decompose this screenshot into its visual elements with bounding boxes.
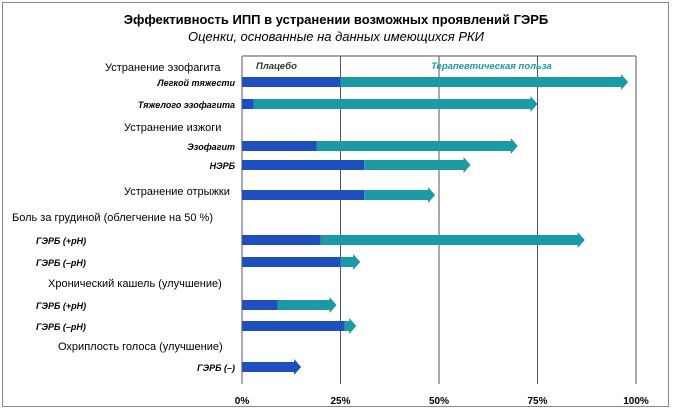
- chart-frame: [2, 2, 669, 407]
- bar-group: [242, 318, 357, 334]
- bar-label: ГЭРБ (+рН): [36, 236, 86, 246]
- legend-therapeutic: Терапевтическая польза: [431, 61, 552, 72]
- legend-placebo: Плацебо: [256, 61, 297, 72]
- placebo-bar: [242, 300, 278, 310]
- therapeutic-bar: [320, 232, 585, 248]
- bar-label: Эзофагит: [187, 142, 235, 152]
- chart-title: Эффективность ИПП в устранении возможных…: [124, 12, 549, 27]
- placebo-bar: [242, 77, 341, 87]
- group-label: Хронический кашель (улучшение): [48, 278, 222, 290]
- chart-rows: Устранение эзофагита Легкой тяжести Тяжело…: [12, 62, 629, 375]
- bar-group: [242, 157, 471, 173]
- bar-group: [242, 96, 538, 112]
- bar-group: [242, 74, 629, 90]
- x-tick-label: 100%: [623, 396, 649, 407]
- bar-group: [242, 138, 518, 154]
- placebo-bar: [242, 359, 302, 375]
- therapeutic-bar: [340, 254, 361, 270]
- placebo-bar: [242, 321, 345, 331]
- therapeutic-bar: [316, 138, 518, 154]
- bar-label: ГЭРБ (+рН): [36, 301, 86, 311]
- series-headers: Плацебо Терапевтическая польза: [256, 61, 552, 72]
- therapeutic-bar: [344, 318, 357, 334]
- bar-label: ГЭРБ (–рН): [36, 258, 86, 268]
- x-axis-ticks: 0% 25% 50% 75% 100%: [235, 396, 649, 407]
- chart-subtitle: Оценки, основанные на данных имеющихся Р…: [188, 29, 485, 44]
- placebo-bar: [242, 235, 321, 245]
- bar-label: ГЭРБ (–рН): [36, 322, 86, 332]
- group-label: Устранение эзофагита: [105, 62, 221, 74]
- bar-group: [242, 187, 436, 203]
- placebo-bar: [242, 160, 365, 170]
- group-label: Охриплость голоса (улучшение): [58, 341, 223, 353]
- group-label: Боль за грудиной (облегчение на 50 %): [12, 212, 213, 224]
- therapeutic-bar: [340, 74, 629, 90]
- bar-group: [242, 297, 337, 313]
- bar-group: [242, 359, 302, 375]
- x-tick-label: 0%: [235, 396, 250, 407]
- bar-group: [242, 254, 361, 270]
- bar-group: [242, 232, 585, 248]
- bar-label: ГЭРБ (–): [197, 363, 235, 373]
- x-tick-label: 50%: [429, 396, 449, 407]
- therapeutic-bar: [364, 187, 436, 203]
- group-label: Устранение отрыжки: [124, 186, 230, 198]
- placebo-bar: [242, 141, 317, 151]
- bar-label: Легкой тяжести: [156, 78, 235, 88]
- x-tick-label: 25%: [330, 396, 350, 407]
- placebo-bar: [242, 257, 341, 267]
- therapeutic-bar: [277, 297, 337, 313]
- bar-label: НЭРБ: [210, 161, 236, 171]
- placebo-bar: [242, 190, 365, 200]
- bar-label: Тяжелого эзофагита: [138, 100, 235, 110]
- placebo-bar: [242, 99, 254, 109]
- therapeutic-bar: [364, 157, 471, 173]
- x-tick-label: 75%: [527, 396, 547, 407]
- therapeutic-bar: [253, 96, 538, 112]
- group-label: Устранение изжоги: [124, 122, 221, 134]
